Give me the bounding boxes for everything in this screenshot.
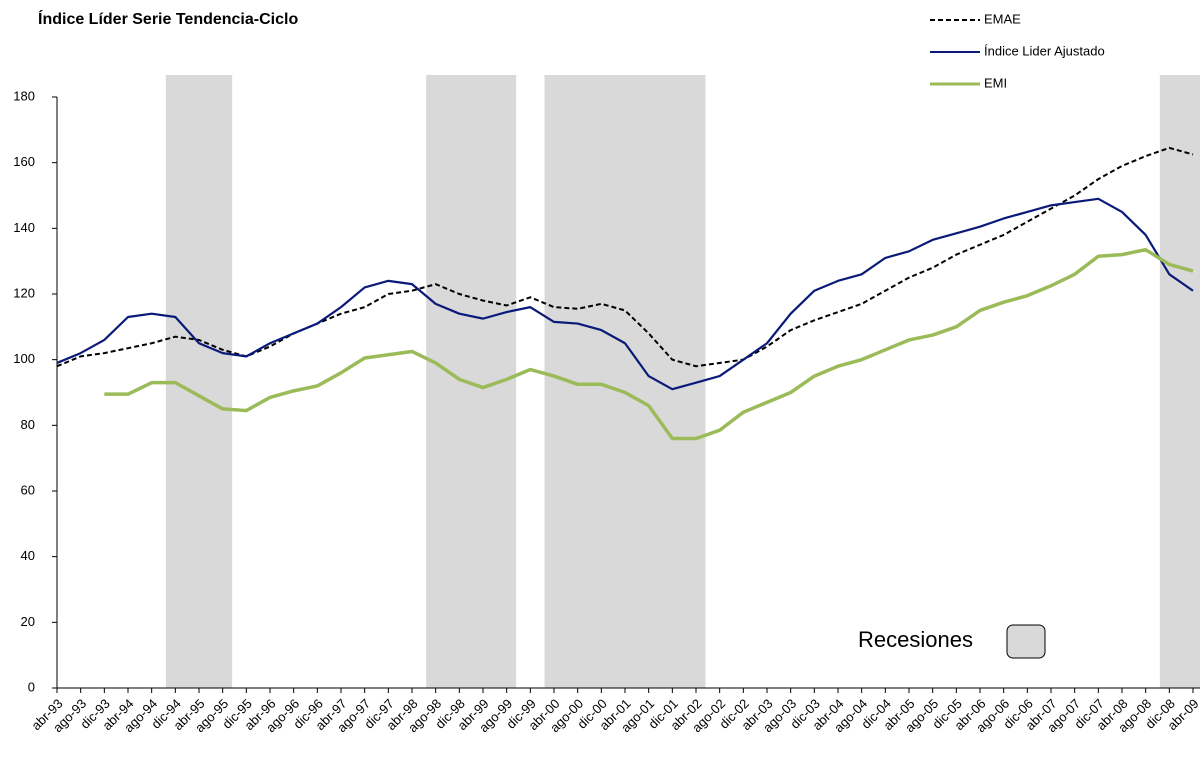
y-tick-label: 0: [28, 679, 35, 694]
y-tick-label: 120: [13, 285, 35, 300]
y-tick-label: 60: [21, 482, 35, 497]
y-tick-label: 180: [13, 88, 35, 103]
legend-label: Índice Lider Ajustado: [984, 43, 1105, 58]
recession-band: [165, 75, 233, 688]
chart-title: Índice Líder Serie Tendencia-Ciclo: [38, 9, 298, 28]
y-tick-label: 140: [13, 220, 35, 235]
recession-legend-label: Recesiones: [858, 627, 973, 652]
recession-band: [1159, 75, 1200, 688]
legend-label: EMAE: [984, 11, 1021, 26]
y-tick-label: 80: [21, 417, 35, 432]
legend-label: EMI: [984, 75, 1007, 90]
y-tick-label: 160: [13, 154, 35, 169]
series-line: [56, 197, 1194, 391]
y-tick-label: 20: [21, 614, 35, 629]
y-tick-label: 40: [21, 548, 35, 563]
recession-legend-swatch: [1006, 624, 1046, 659]
series-line: [104, 247, 1194, 441]
y-tick-label: 100: [13, 351, 35, 366]
